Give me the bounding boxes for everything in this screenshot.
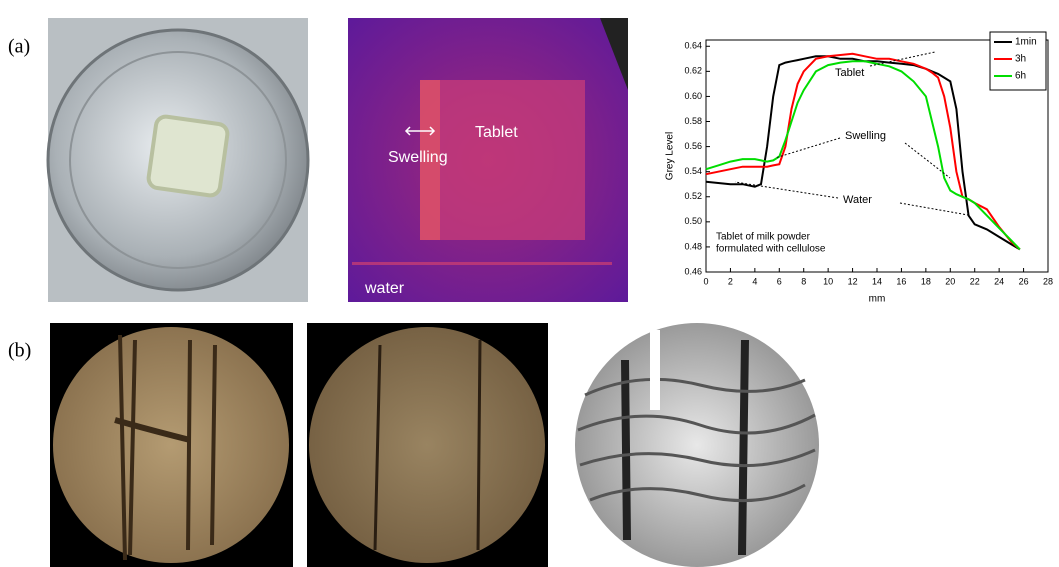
- chart-annotation: Water: [843, 194, 872, 206]
- x-tick-label: 8: [801, 276, 806, 286]
- wood-photo: [50, 323, 293, 567]
- y-axis-label: Grey Level: [665, 132, 676, 180]
- x-tick-label: 24: [994, 276, 1004, 286]
- y-tick-label: 0.56: [684, 141, 702, 151]
- y-tick-label: 0.60: [684, 91, 702, 101]
- x-tick-label: 6: [777, 276, 782, 286]
- x-tick-label: 14: [872, 276, 882, 286]
- x-tick-label: 18: [921, 276, 931, 286]
- wood-photo: [307, 323, 548, 567]
- x-tick-label: 20: [945, 276, 955, 286]
- image-annotation: Tablet: [475, 124, 518, 141]
- x-tick-label: 0: [703, 276, 708, 286]
- y-tick-label: 0.46: [684, 266, 702, 276]
- annotation-arrow: [900, 203, 968, 215]
- x-tick-label: 26: [1019, 276, 1029, 286]
- chart-annotation: Swelling: [845, 130, 886, 142]
- y-tick-label: 0.52: [684, 191, 702, 201]
- thermal-image: Tablet Swelling water: [348, 18, 628, 302]
- image-annotation: Swelling: [388, 149, 448, 166]
- y-tick-label: 0.64: [684, 41, 702, 51]
- data-line: [706, 56, 1020, 249]
- y-tick-label: 0.48: [684, 241, 702, 251]
- annotation-arrow: [905, 143, 950, 178]
- x-tick-label: 2: [728, 276, 733, 286]
- y-tick-label: 0.62: [684, 66, 702, 76]
- figure: (a) (b) Tablet Swelling water 0.46 0.48 0: [0, 0, 1059, 567]
- x-tick-label: 16: [896, 276, 906, 286]
- x-tick-label: 28: [1043, 276, 1053, 286]
- y-tick-label: 0.54: [684, 166, 702, 176]
- chart-annotation: formulated with cellulose: [716, 244, 826, 255]
- x-axis-label: mm: [869, 294, 886, 305]
- legend-label: 1min: [1015, 37, 1037, 48]
- y-tick-label: 0.50: [684, 216, 702, 226]
- annotation-arrow: [735, 182, 838, 198]
- legend-label: 3h: [1015, 54, 1026, 65]
- photo-cell: [48, 18, 308, 302]
- x-tick-label: 22: [970, 276, 980, 286]
- panel-label: (b): [8, 340, 31, 362]
- image-annotation: water: [364, 280, 405, 297]
- panel-label: (a): [8, 36, 30, 58]
- xray-image: [575, 323, 819, 567]
- x-tick-label: 10: [823, 276, 833, 286]
- x-tick-label: 12: [848, 276, 858, 286]
- chart-annotation: Tablet of milk powder: [716, 232, 811, 243]
- legend-label: 6h: [1015, 71, 1026, 82]
- chart-annotation: Tablet: [835, 67, 864, 79]
- y-tick-label: 0.58: [684, 116, 702, 126]
- x-tick-label: 4: [752, 276, 757, 286]
